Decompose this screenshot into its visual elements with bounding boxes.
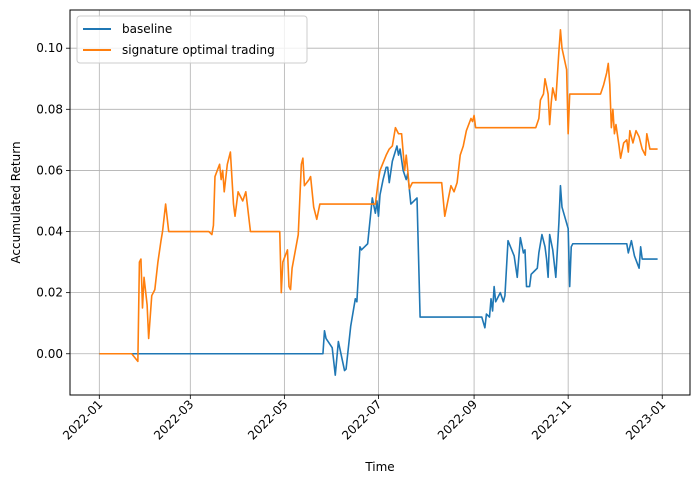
legend-label-baseline: baseline xyxy=(122,22,172,36)
plot-frame xyxy=(69,9,691,396)
x-axis-label: Time xyxy=(364,460,394,474)
grid-layer xyxy=(70,10,690,395)
y-tick-label: 0.08 xyxy=(36,102,63,116)
legend-box xyxy=(76,15,308,64)
legend-label-signature-optimal-trading: signature optimal trading xyxy=(122,43,275,57)
series-layer xyxy=(99,29,658,376)
series-line-baseline xyxy=(99,145,658,376)
y-tick-label: 0.00 xyxy=(36,347,63,361)
y-tick-label: 0.06 xyxy=(36,163,63,177)
legend: baseline signature optimal trading xyxy=(76,15,308,64)
y-tick-label: 0.02 xyxy=(36,286,63,300)
y-tick-label: 0.10 xyxy=(36,41,63,55)
y-tick-label: 0.04 xyxy=(36,225,63,239)
series-line-signature-optimal-trading xyxy=(99,29,658,363)
y-axis-label: Accumulated Return xyxy=(9,141,23,263)
